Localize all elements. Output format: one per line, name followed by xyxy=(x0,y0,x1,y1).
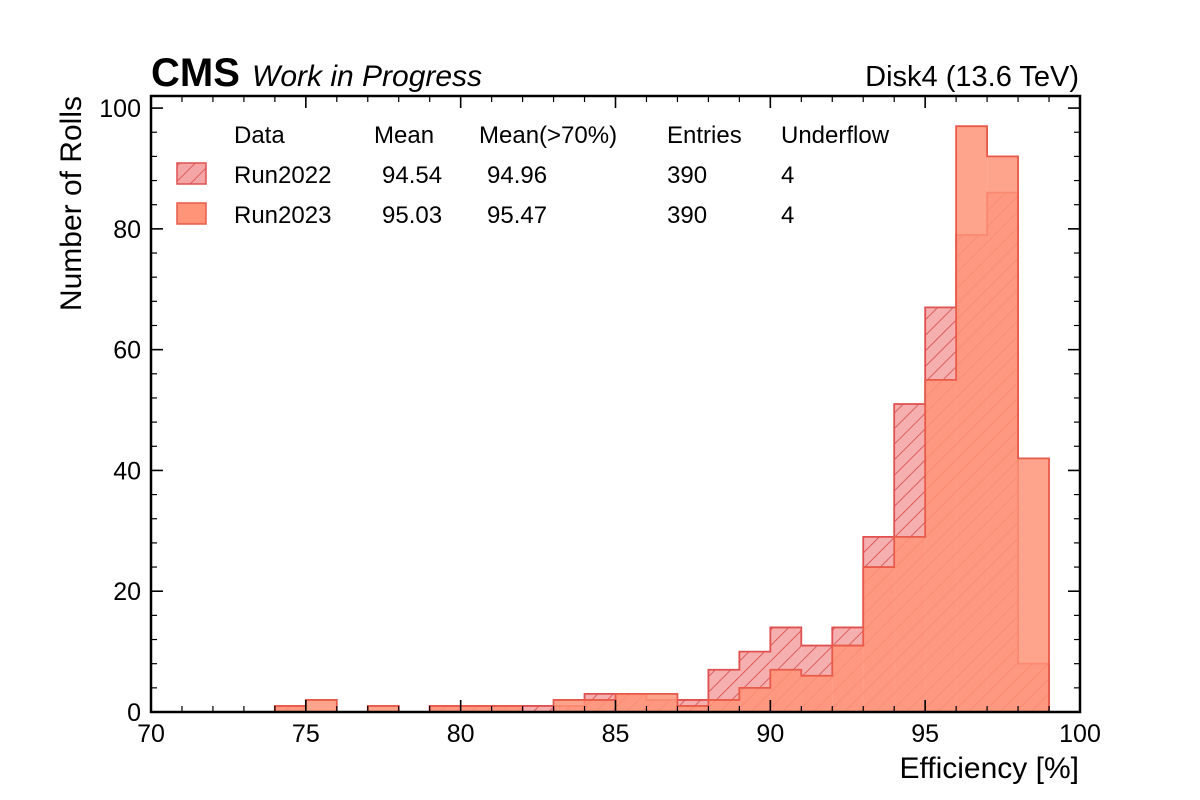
legend-header-mean: Mean xyxy=(374,122,434,149)
legend-mean70: 94.96 xyxy=(487,162,547,189)
y-axis-label: Number of Rolls xyxy=(55,96,88,311)
histogram-bar xyxy=(553,699,585,712)
legend-header-underflow: Underflow xyxy=(781,122,890,149)
histogram-bar xyxy=(956,126,988,713)
histogram-bar xyxy=(708,699,740,712)
histogram-bar-hatch xyxy=(522,705,554,712)
histogram-bar xyxy=(832,645,864,712)
legend-mean70: 95.47 xyxy=(487,202,547,229)
x-tick-label: 100 xyxy=(1059,720,1101,748)
x-tick-label: 85 xyxy=(602,720,630,748)
legend-series-name: Run2022 xyxy=(234,162,331,189)
y-tick-label: 0 xyxy=(127,699,141,727)
histogram-bar xyxy=(460,705,492,712)
histogram-bar xyxy=(894,536,926,712)
legend-entries: 390 xyxy=(667,162,707,189)
legend-mean: 94.54 xyxy=(382,162,442,189)
legend-header-mean70: Mean(>70%) xyxy=(479,122,617,149)
histogram-bar xyxy=(305,699,337,712)
y-tick-label: 40 xyxy=(113,457,141,485)
histogram-bar xyxy=(274,705,306,712)
histogram-bar xyxy=(863,567,895,712)
histogram-bar xyxy=(584,699,616,712)
legend-underflow: 4 xyxy=(781,162,794,189)
legend-entries: 390 xyxy=(667,202,707,229)
x-tick-label: 80 xyxy=(447,720,475,748)
region-label: Disk4 (13.6 TeV) xyxy=(865,61,1079,93)
status-label: Work in Progress xyxy=(252,60,482,93)
legend-underflow: 4 xyxy=(781,202,794,229)
legend-header-entries: Entries xyxy=(667,122,742,149)
histogram-bar xyxy=(615,693,647,712)
legend-row-run2022: Run2022 94.54 94.96 390 4 xyxy=(176,162,794,189)
legend-series-name: Run2023 xyxy=(234,202,331,229)
legend-mean: 95.03 xyxy=(382,202,442,229)
plot-frame xyxy=(149,94,1082,714)
x-tick-label: 75 xyxy=(292,720,320,748)
histogram-bar xyxy=(429,705,461,712)
y-tick-label: 100 xyxy=(99,95,141,123)
x-axis-label: Efficiency [%] xyxy=(899,752,1079,785)
histogram-bar xyxy=(646,693,678,712)
histogram-bar xyxy=(367,705,399,712)
histogram-bar xyxy=(1018,458,1050,712)
legend: Data Mean Mean(>70%) Entries Underflow R… xyxy=(176,122,890,229)
x-tick-label: 70 xyxy=(137,720,165,748)
legend-row-run2023: Run2023 95.03 95.47 390 4 xyxy=(176,202,794,229)
series-run2023 xyxy=(151,125,1080,713)
histogram-bar xyxy=(801,675,833,712)
histogram-bar xyxy=(770,669,802,712)
histogram-bar xyxy=(739,687,771,712)
histogram-bar xyxy=(987,156,1019,712)
legend-header-data: Data xyxy=(234,122,285,149)
histogram-bar xyxy=(677,705,709,712)
x-tick-label: 90 xyxy=(756,720,784,748)
histogram-bar xyxy=(925,379,957,712)
x-tick-label: 95 xyxy=(911,720,939,748)
y-tick-label: 20 xyxy=(113,578,141,606)
y-tick-label: 60 xyxy=(113,337,141,365)
histogram-bar xyxy=(491,705,523,712)
legend-swatch-run2022 xyxy=(176,162,207,185)
legend-swatch-run2023 xyxy=(176,202,207,225)
y-tick-label: 80 xyxy=(113,216,141,244)
experiment-label: CMS xyxy=(151,51,240,95)
